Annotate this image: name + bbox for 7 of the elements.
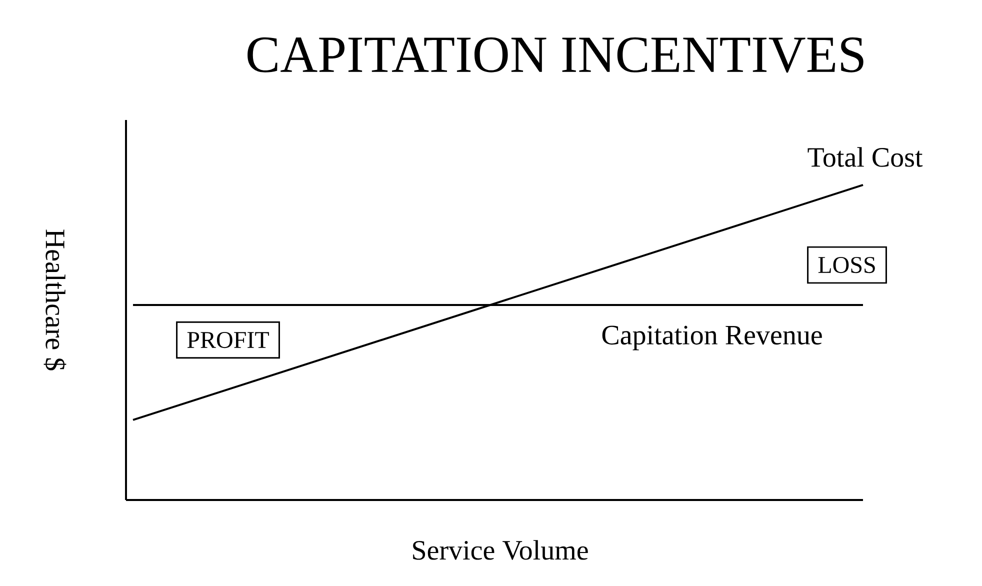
series-label: Capitation Revenue (602, 326, 822, 350)
annotation: PROFIT (187, 332, 269, 348)
annotation: LOSS (818, 256, 875, 274)
chart-title: CAPITATION INCENTIVES (248, 37, 864, 73)
x-axis-title: Service Volume (413, 540, 588, 560)
y-axis-title: Healthcare $ (44, 230, 66, 370)
series-label: Total Cost (808, 147, 923, 167)
